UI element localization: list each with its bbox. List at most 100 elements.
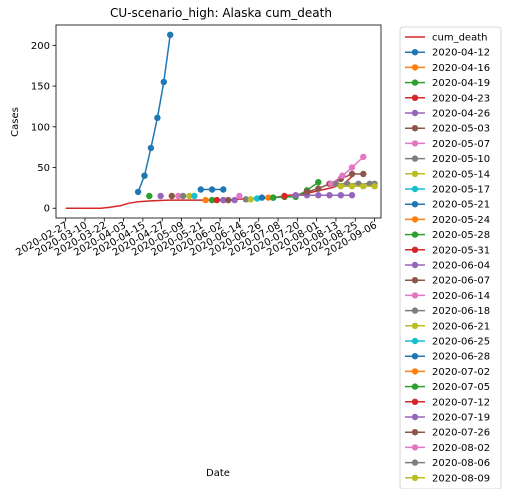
legend: cum_death 2020-04-12 2020-04-16 2020-04-19 2…: [399, 26, 502, 489]
legend-marker: [411, 337, 419, 345]
legend-label: 2020-07-12: [432, 397, 490, 408]
legend-box: [399, 26, 502, 489]
data-point: [327, 180, 335, 187]
data-point: [315, 185, 322, 192]
data-point: [337, 192, 344, 199]
legend-marker: [411, 155, 419, 162]
legend-entry: 2020-06-14: [405, 291, 490, 302]
series-2020-08-02: [327, 153, 367, 187]
legend-marker: [411, 109, 419, 117]
legend-marker: [411, 49, 419, 56]
series-2020-05-07: [175, 192, 182, 200]
y-tick-label: 50: [37, 163, 50, 174]
data-point: [191, 192, 198, 200]
legend-entry: 2020-07-12: [405, 397, 490, 408]
data-point: [355, 180, 362, 187]
series-2020-05-28: [208, 196, 216, 204]
data-point: [141, 172, 148, 179]
legend-label: 2020-06-28: [432, 352, 490, 363]
legend-entry: 2020-05-14: [405, 169, 490, 180]
legend-label: 2020-04-23: [432, 93, 490, 104]
data-point: [242, 196, 250, 203]
legend-marker: [411, 444, 419, 451]
data-point: [202, 196, 209, 204]
series-2020-05-10: [179, 192, 187, 200]
data-point: [348, 192, 356, 199]
legend-label: cum_death: [432, 33, 487, 44]
data-point: [236, 192, 243, 200]
legend-entry: 2020-08-09: [405, 473, 490, 484]
legend-label: 2020-06-14: [432, 291, 490, 302]
data-point: [348, 170, 356, 178]
legend-marker: [411, 231, 419, 238]
series-2020-05-17: [191, 192, 198, 200]
legend-label: 2020-05-03: [432, 124, 490, 135]
legend-label: 2020-07-26: [432, 428, 490, 439]
legend-label: 2020-07-05: [432, 382, 490, 393]
plot-area: [65, 31, 378, 209]
legend-label: 2020-04-19: [432, 78, 490, 89]
legend-entry: 2020-05-10: [405, 154, 490, 165]
legend-marker: [411, 64, 419, 71]
series-2020-05-03: [168, 192, 175, 200]
data-point: [220, 196, 227, 204]
legend-marker: [411, 353, 419, 360]
data-point: [371, 183, 378, 190]
legend-entry: 2020-04-12: [405, 48, 490, 59]
legend-marker: [411, 413, 419, 421]
series-2020-06-14: [236, 192, 243, 200]
legend-entry: 2020-05-28: [405, 230, 490, 241]
data-point: [160, 78, 167, 86]
legend-entry: 2020-08-06: [405, 458, 490, 469]
legend-entry: 2020-07-19: [405, 413, 490, 424]
series-2020-05-14: [186, 192, 193, 200]
legend-entry: 2020-06-28: [405, 352, 490, 363]
legend-entry: 2020-05-31: [405, 245, 490, 256]
data-point: [326, 192, 333, 199]
legend-marker: [411, 368, 419, 375]
data-point: [281, 192, 288, 200]
series-2020-05-24: [202, 196, 209, 204]
series-2020-04-26: [157, 192, 164, 200]
legend-label: 2020-06-04: [432, 261, 490, 272]
data-point: [348, 164, 356, 171]
legend-marker: [411, 261, 419, 269]
legend-label: 2020-05-17: [432, 185, 490, 196]
legend-label: 2020-07-19: [432, 413, 490, 424]
legend-marker: [411, 216, 419, 223]
legend-label: 2020-08-06: [432, 458, 490, 469]
series-2020-04-12: [134, 31, 174, 196]
series-2020-06-18: [242, 196, 250, 203]
y-tick-label: 200: [31, 41, 50, 52]
data-point: [154, 114, 161, 122]
data-point: [265, 194, 272, 201]
legend-marker: [411, 474, 419, 481]
legend-entry: 2020-07-05: [405, 382, 490, 393]
series-line-cum-death: [65, 172, 356, 209]
legend-marker: [411, 383, 419, 390]
series-line: [137, 34, 171, 193]
series-2020-08-09: [337, 183, 378, 190]
legend-marker: [411, 322, 419, 329]
legend-label: 2020-06-07: [432, 276, 490, 287]
legend-marker: [411, 170, 419, 177]
legend-label: 2020-05-31: [432, 245, 490, 256]
data-point: [167, 31, 174, 38]
legend-entry: 2020-07-02: [405, 367, 490, 378]
data-point: [225, 196, 232, 204]
legend-marker: [411, 125, 419, 132]
legend-marker: [411, 398, 419, 405]
data-point: [220, 186, 227, 193]
data-point: [179, 192, 187, 200]
legend-label: 2020-05-28: [432, 230, 490, 241]
data-point: [247, 196, 254, 203]
legend-entry: 2020-06-25: [405, 337, 490, 348]
legend-marker: [411, 79, 419, 86]
data-point: [253, 195, 261, 202]
series-2020-07-02: [265, 194, 272, 201]
series-2020-07-19: [292, 192, 356, 199]
legend-marker: [411, 185, 419, 193]
legend-entry: 2020-06-21: [405, 321, 490, 332]
data-point: [208, 196, 216, 204]
